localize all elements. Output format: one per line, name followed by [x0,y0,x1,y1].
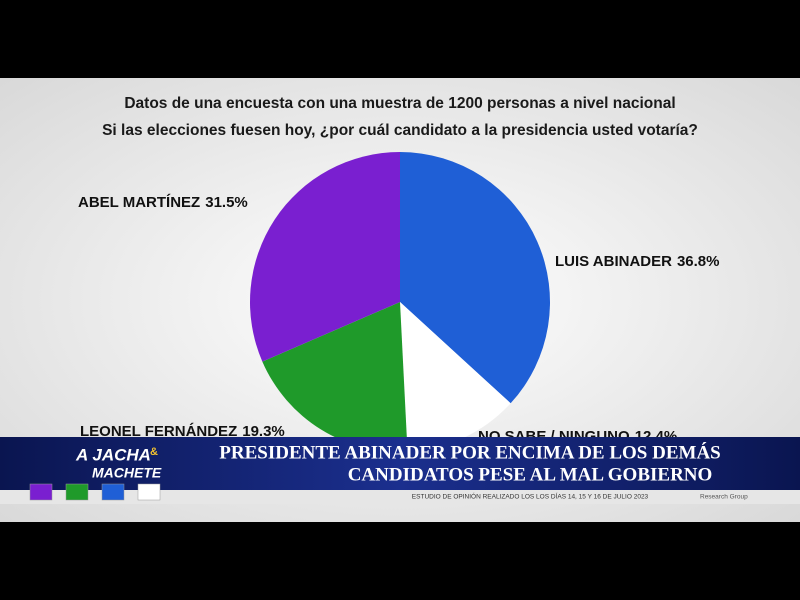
slice-value-label: 31.5% [205,194,248,211]
headline: PRESIDENTE ABINADER POR ENCIMA DE LOS DE… [219,441,720,463]
slice-name: LEONEL FERNÁNDEZ [80,423,237,440]
slice-label: ABEL MARTÍNEZ 31.5% [78,194,248,211]
pie [250,152,550,452]
subtitle: Datos de una encuesta con una muestra de… [124,95,675,112]
slice-name: LUIS ABINADER [555,253,672,270]
legend [29,483,161,501]
logo: A JACHA [75,445,151,464]
slice-value-label: 19.3% [242,423,285,440]
slice-name: ABEL MARTÍNEZ [78,194,200,211]
pie-slice [262,302,408,452]
pie-slice [400,152,550,404]
legend-swatch [65,483,89,501]
legend-swatch [137,483,161,501]
headline: CANDIDATOS PESE AL MAL GOBIERNO [348,464,713,485]
legend-swatch [101,483,125,501]
logo: MACHETE [92,465,162,481]
pie-slice [250,152,400,362]
slice-label: LUIS ABINADER 36.8% [555,253,720,270]
slice-label: LEONEL FERNÁNDEZ 19.3% [80,423,285,440]
subtitle: Si las elecciones fuesen hoy, ¿por cuál … [102,122,698,139]
slice-value-label: 36.8% [677,253,720,270]
legend-swatch [29,483,53,501]
source: Research Group [700,494,748,501]
logo: & [150,446,158,458]
footer-strip [0,490,800,504]
pie-slice [400,302,511,452]
footnote: ESTUDIO DE OPINIÓN REALIZADO LOS LOS DÍA… [412,492,649,501]
banner [0,437,800,490]
